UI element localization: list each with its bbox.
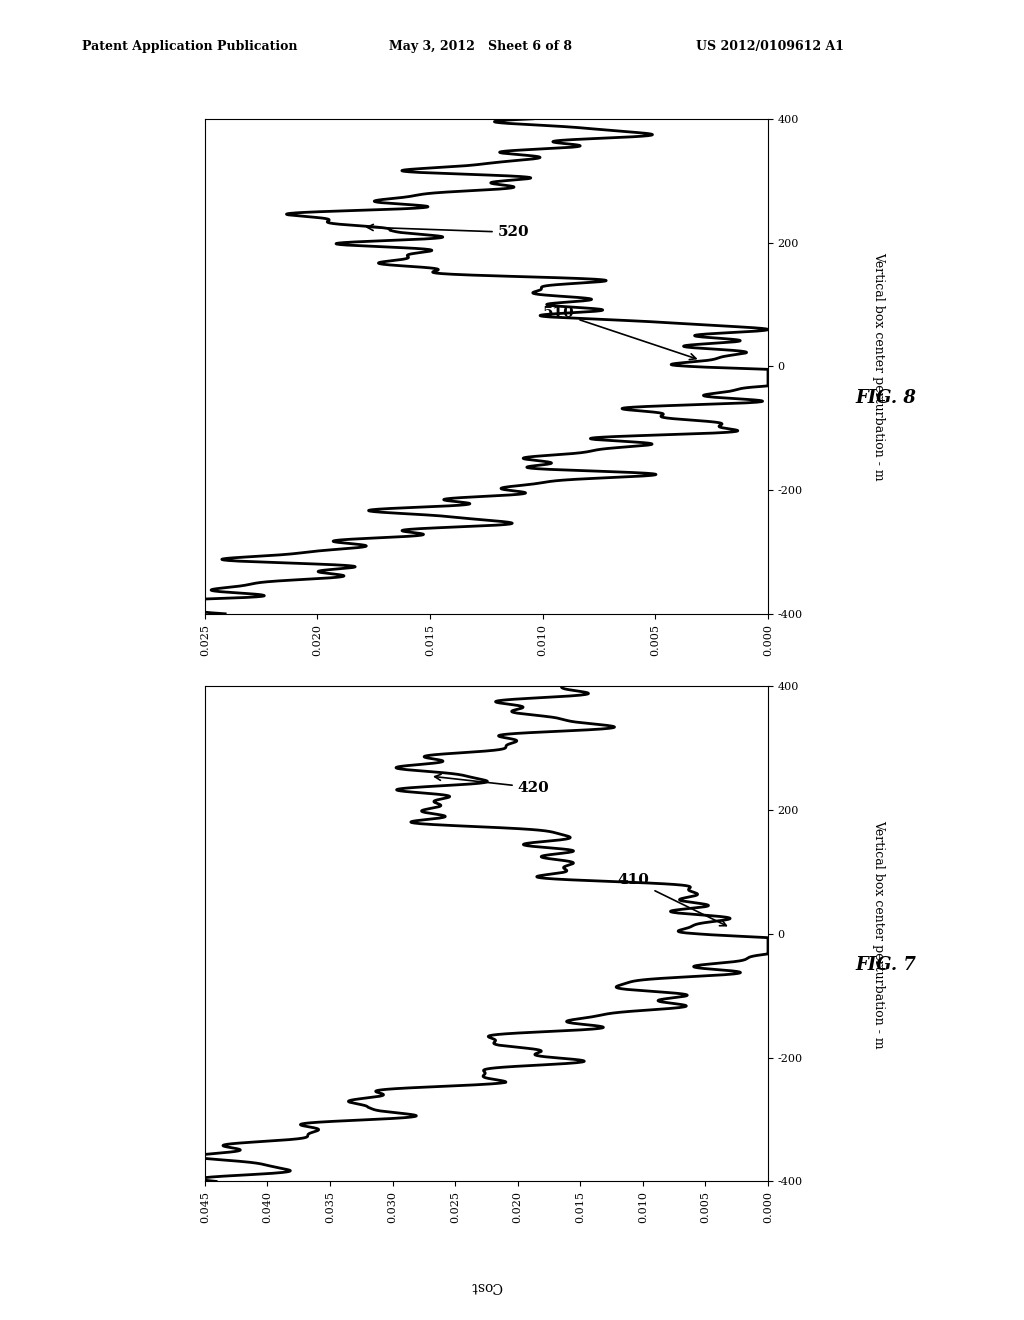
Text: Patent Application Publication: Patent Application Publication bbox=[82, 40, 297, 53]
Text: May 3, 2012   Sheet 6 of 8: May 3, 2012 Sheet 6 of 8 bbox=[389, 40, 572, 53]
Text: FIG. 7: FIG. 7 bbox=[855, 956, 915, 974]
Text: 510: 510 bbox=[543, 306, 696, 359]
Text: FIG. 8: FIG. 8 bbox=[855, 388, 915, 407]
Text: US 2012/0109612 A1: US 2012/0109612 A1 bbox=[696, 40, 845, 53]
Y-axis label: Vertical box center perturbation - m: Vertical box center perturbation - m bbox=[872, 252, 886, 480]
Text: 420: 420 bbox=[435, 775, 550, 795]
Text: 520: 520 bbox=[368, 224, 529, 239]
Text: 410: 410 bbox=[617, 874, 726, 925]
Y-axis label: Vertical box center perturbation - m: Vertical box center perturbation - m bbox=[872, 820, 886, 1048]
X-axis label: Cost: Cost bbox=[471, 711, 502, 725]
X-axis label: Cost: Cost bbox=[471, 1279, 502, 1292]
